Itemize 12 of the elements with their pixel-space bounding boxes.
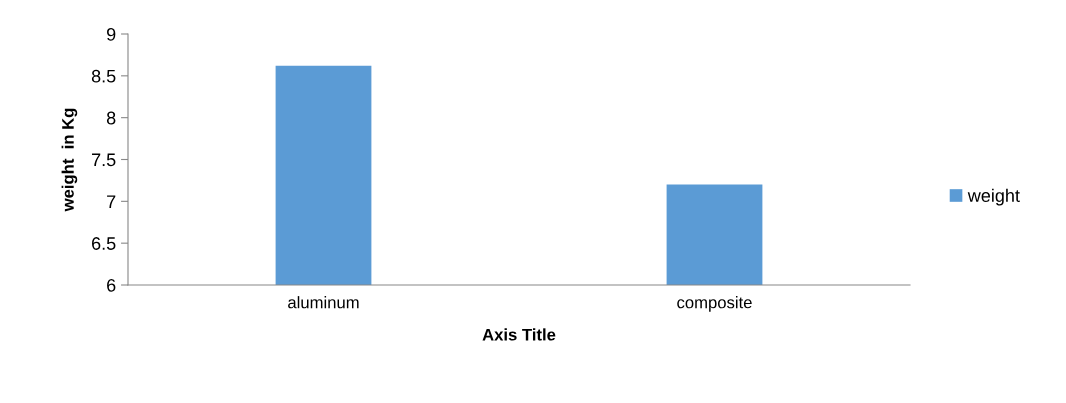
- y-tick-label: 9: [107, 27, 116, 41]
- x-tick-label: aluminum: [288, 296, 359, 309]
- y-tick-label: 7.5: [92, 153, 116, 167]
- y-axis-title: weight in Kg: [61, 108, 78, 212]
- y-tick-label: 6.5: [92, 237, 116, 250]
- y-tick-label: 7: [107, 195, 116, 208]
- y-tick-label: 8.5: [91, 69, 116, 83]
- x-tick-label: composite: [677, 296, 752, 312]
- y-tick-label: 8: [106, 111, 116, 125]
- y-tick-label: 6: [107, 278, 116, 292]
- legend-label: weight: [967, 188, 1020, 206]
- x-axis-title: Axis Title: [482, 328, 556, 341]
